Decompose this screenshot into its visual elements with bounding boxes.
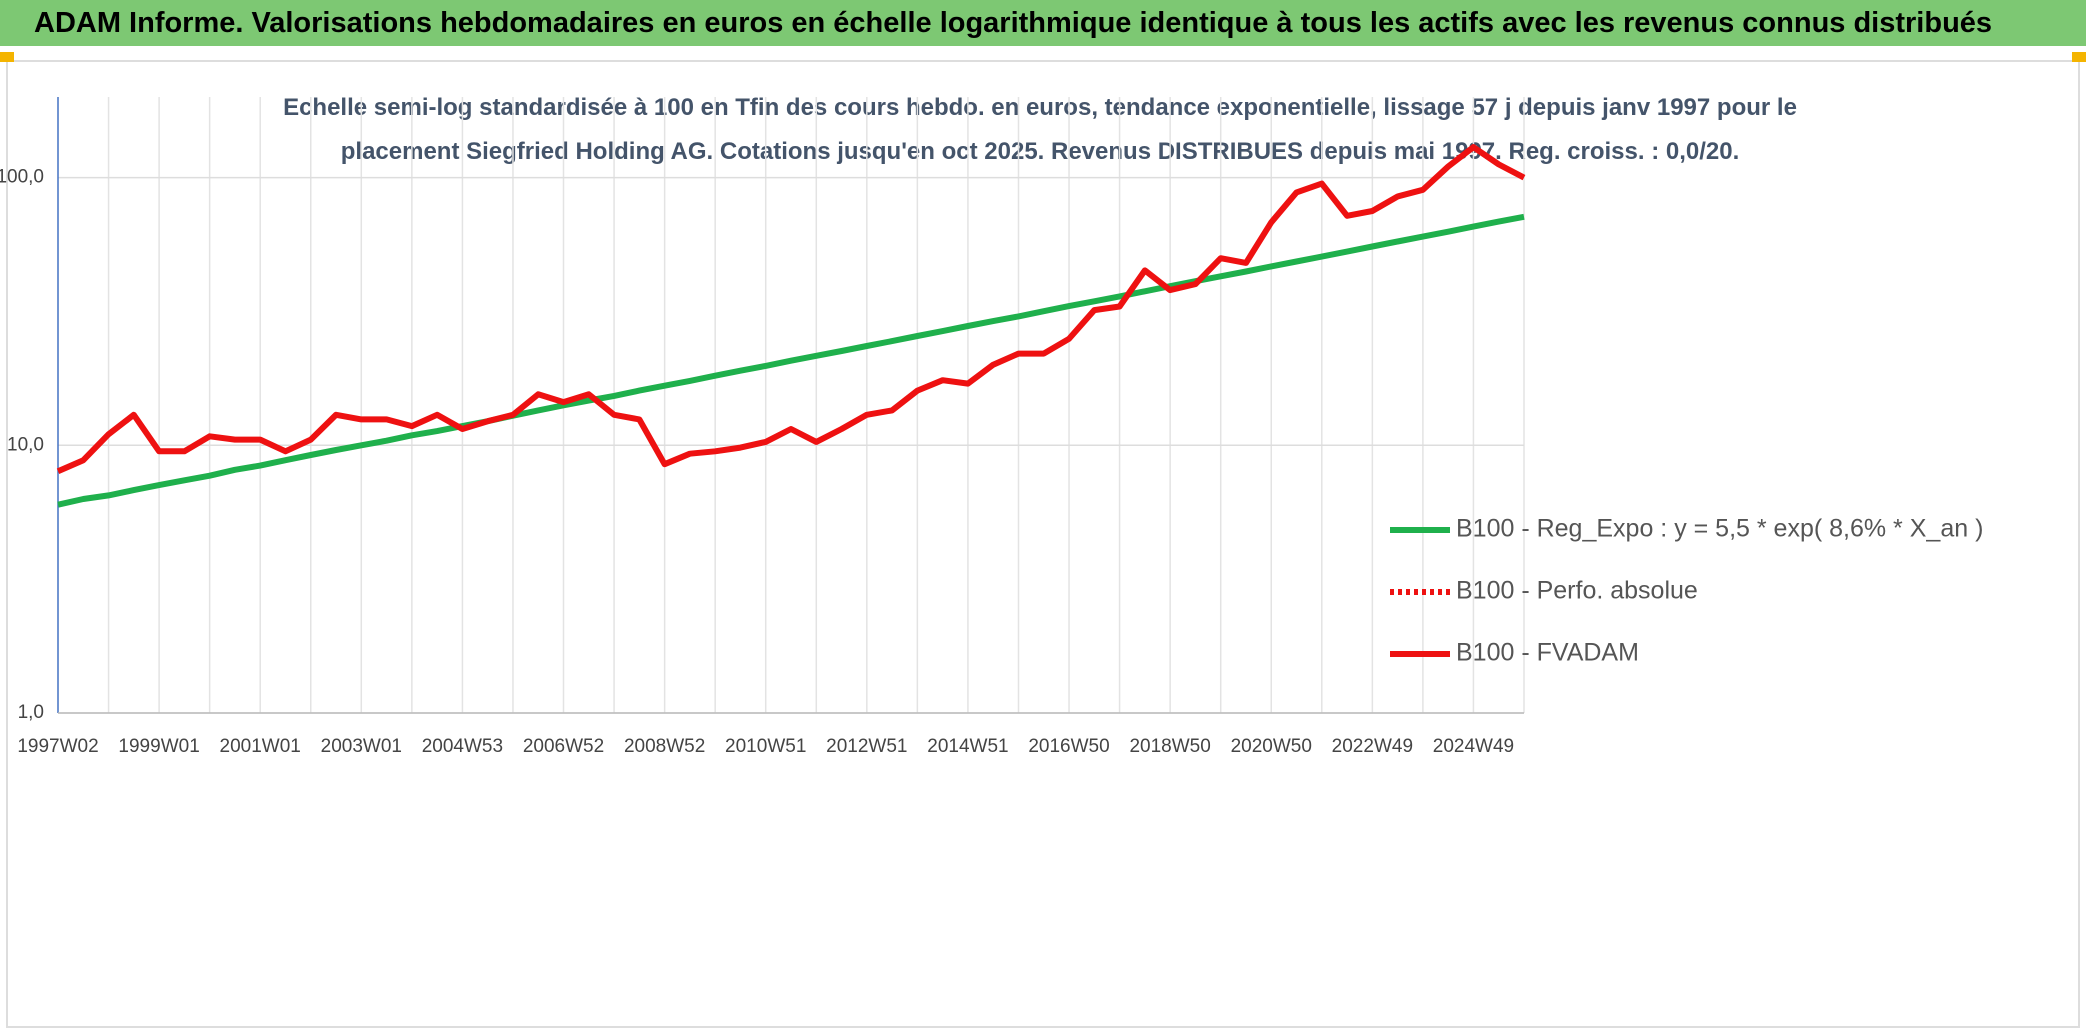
- legend-label: B100 - FVADAM: [1456, 639, 1639, 667]
- x-tick-label: 2012W51: [826, 736, 907, 757]
- x-tick-label: 2018W50: [1129, 736, 1210, 757]
- x-tick-label: 2022W49: [1332, 736, 1413, 757]
- y-tick-label: 10,0: [7, 434, 44, 455]
- x-tick-label: 2020W50: [1231, 736, 1312, 757]
- x-tick-label: 2008W52: [624, 736, 705, 757]
- header-title: ADAM Informe. Valorisations hebdomadaire…: [0, 0, 2086, 46]
- x-tick-label: 2004W53: [422, 736, 503, 757]
- x-tick-label: 2006W52: [523, 736, 604, 757]
- legend-label: B100 - Reg_Expo : y = 5,5 * exp( 8,6% * …: [1456, 515, 1983, 543]
- data-line: [57, 213, 1525, 508]
- y-tick-label: 100,0: [0, 167, 44, 188]
- chart-frame: [6, 60, 2080, 1028]
- x-tick-label: 2016W50: [1028, 736, 1109, 757]
- chart-subtitle: Echelle semi-log standardisée à 100 en T…: [283, 94, 1797, 165]
- x-tick-label: 2003W01: [321, 736, 402, 757]
- data-line: [56, 144, 1526, 474]
- x-tick-label: 2001W01: [220, 736, 301, 757]
- corner: [2072, 52, 2086, 62]
- corner: [0, 52, 14, 62]
- x-tick-label: 2014W51: [927, 736, 1008, 757]
- x-tick-label: 1999W01: [118, 736, 199, 757]
- y-tick-label: 1,0: [18, 702, 44, 723]
- x-tick-label: 1997W02: [17, 736, 98, 757]
- x-tick-label: 2010W51: [725, 736, 806, 757]
- legend-label: B100 - Perfo. absolue: [1456, 577, 1698, 605]
- x-tick-label: 2024W49: [1433, 736, 1514, 757]
